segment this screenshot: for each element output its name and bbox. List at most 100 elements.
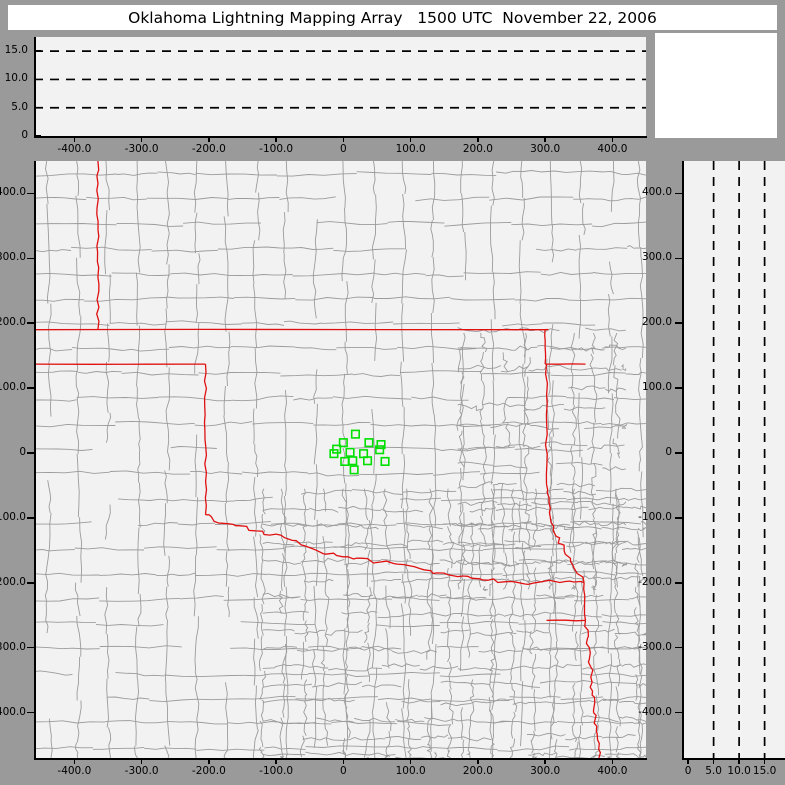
top-panel-x-axis: [34, 136, 647, 138]
county-line: [574, 741, 579, 758]
county-line: [523, 473, 528, 504]
county-line: [260, 699, 265, 722]
county-line: [446, 488, 452, 527]
county-line: [640, 295, 644, 359]
county-line: [616, 658, 621, 687]
top-panel-x-tick: [342, 136, 345, 142]
county-line: [194, 434, 198, 498]
county-line: [34, 399, 77, 402]
county-line: [636, 743, 642, 758]
county-line: [531, 501, 579, 506]
right-panel-y-tick: [675, 192, 682, 195]
county-line: [461, 347, 464, 384]
county-line: [549, 515, 555, 540]
county-line: [308, 673, 370, 677]
empty-panel[interactable]: [655, 33, 777, 138]
county-line: [576, 561, 600, 566]
county-line: [165, 161, 170, 215]
map-y-axis: [34, 161, 36, 759]
top-panel-y-axis: [34, 37, 36, 137]
county-line: [574, 571, 616, 576]
county-line: [45, 602, 49, 634]
county-line: [512, 701, 539, 705]
map-x-tick-label: 200.0: [462, 765, 493, 777]
county-line: [371, 259, 376, 303]
county-line: [469, 553, 475, 584]
county-line: [492, 380, 495, 435]
map-x-tick-label: 300.0: [530, 765, 561, 777]
county-line: [105, 361, 110, 413]
county-line: [252, 408, 255, 445]
county-line: [342, 738, 347, 758]
county-line: [523, 357, 531, 377]
county-line: [633, 720, 646, 725]
county-line: [431, 576, 435, 645]
county-line: [402, 489, 457, 494]
county-line: [574, 631, 579, 661]
tx-ar-border: [583, 582, 587, 621]
altitude-vs-north-south-plot-area[interactable]: [682, 161, 785, 758]
county-line: [501, 578, 544, 583]
county-line: [190, 470, 243, 475]
county-line: [590, 463, 597, 497]
top-panel-x-tick-label: -400.0: [57, 143, 92, 155]
county-line: [48, 303, 52, 364]
county-line: [74, 582, 81, 617]
right-panel-y-tick: [675, 452, 682, 454]
county-line: [592, 272, 646, 275]
county-line: [609, 261, 614, 295]
county-line: [615, 397, 621, 439]
map-x-tick-label: 400.0: [597, 765, 628, 777]
county-line: [467, 583, 472, 628]
county-line: [491, 161, 495, 206]
county-line: [457, 461, 494, 466]
map-x-tick-label: 0: [340, 765, 347, 777]
county-line: [421, 734, 449, 739]
county-line: [223, 385, 226, 416]
county-line: [402, 662, 407, 709]
right-panel-x-axis: [682, 758, 785, 760]
county-line: [341, 373, 346, 412]
plan-view-map-plot-area[interactable]: [34, 161, 646, 758]
county-line: [401, 708, 407, 758]
county-line: [164, 619, 168, 682]
county-line: [328, 667, 383, 672]
county-line: [523, 646, 604, 651]
county-line: [372, 194, 377, 260]
county-line: [406, 679, 410, 722]
right-panel-y-tick-label: -400.0: [638, 705, 672, 718]
map-x-tick: [477, 758, 479, 764]
title-bar: Oklahoma Lightning Mapping Array 1500 UT…: [8, 5, 777, 30]
lightning-source-marker: [349, 465, 359, 475]
county-line: [609, 453, 613, 504]
county-line: [550, 372, 626, 377]
county-line: [312, 649, 317, 687]
county-line: [615, 491, 621, 523]
county-line: [595, 487, 646, 492]
county-line: [520, 619, 526, 682]
county-line: [316, 717, 355, 723]
county-line: [227, 586, 230, 618]
county-line: [108, 727, 112, 758]
county-line: [302, 488, 307, 516]
county-line: [254, 685, 258, 730]
county-line: [226, 331, 231, 387]
county-line: [255, 161, 259, 193]
county-line: [479, 471, 540, 475]
county-line: [592, 749, 601, 758]
county-line: [540, 271, 593, 276]
county-line: [384, 735, 422, 740]
county-line: [262, 683, 313, 688]
county-line: [183, 221, 261, 225]
county-line: [228, 695, 296, 700]
map-y-tick: [27, 517, 34, 519]
county-line: [254, 444, 259, 478]
county-line: [601, 422, 646, 426]
county-line: [302, 514, 307, 544]
altitude-vs-east-west-plot-area[interactable]: [34, 37, 646, 136]
county-line: [231, 395, 294, 402]
county-line: [576, 247, 628, 250]
county-line: [300, 598, 347, 601]
county-line: [322, 536, 328, 581]
county-line: [307, 523, 351, 528]
